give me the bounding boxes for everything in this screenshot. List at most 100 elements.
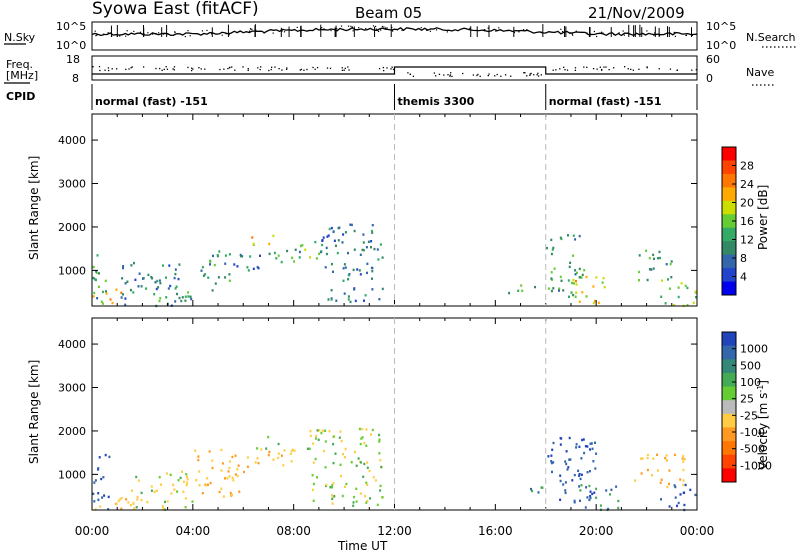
- range-cell: [682, 454, 685, 458]
- nsearch-point: [518, 31, 520, 33]
- nsearch-point: [391, 26, 393, 29]
- range-cell: [373, 247, 376, 251]
- range-cell: [228, 253, 231, 256]
- range-cell: [169, 284, 172, 288]
- range-cell: [159, 282, 162, 285]
- nave-point: [270, 68, 272, 71]
- range-cell: [335, 299, 338, 302]
- range-cell: [572, 254, 574, 257]
- nsearch-point: [141, 33, 143, 35]
- nave-point: [247, 68, 249, 70]
- range-cell: [328, 430, 331, 433]
- nsearch-point: [133, 30, 135, 33]
- range-cell: [316, 476, 318, 479]
- nsearch-point: [429, 30, 432, 32]
- range-cell: [95, 271, 98, 274]
- range-cell: [92, 295, 95, 298]
- range-cell: [378, 440, 381, 443]
- velocity-colorbar-label-main: Velocity [m s: [756, 393, 770, 470]
- nsearch-point: [319, 28, 322, 30]
- range-cell: [294, 248, 297, 251]
- nsearch-point: [484, 30, 486, 32]
- range-cell: [660, 478, 663, 481]
- range-cell: [363, 442, 366, 445]
- nsearch-point: [674, 35, 676, 37]
- range-cell: [334, 452, 337, 455]
- range-cell: [379, 459, 382, 462]
- range-cell: [586, 471, 589, 474]
- range-cell: [122, 266, 124, 270]
- range-cell: [173, 488, 176, 491]
- nave-point: [163, 68, 165, 71]
- nave-point: [658, 68, 660, 70]
- range-cell: [652, 457, 655, 460]
- range-cell: [318, 429, 321, 432]
- range-cell: [160, 483, 162, 486]
- nave-point: [268, 69, 270, 72]
- nave-point: [574, 69, 577, 71]
- nave-point: [173, 69, 175, 71]
- nave-point: [341, 69, 344, 71]
- range-cell: [200, 269, 203, 272]
- colorbar-swatch: [722, 413, 736, 428]
- range-cell: [350, 461, 353, 464]
- range-cell: [558, 287, 561, 290]
- range-cell: [363, 462, 366, 466]
- range-cell: [559, 479, 562, 483]
- range-cell: [165, 472, 168, 475]
- range-cell: [96, 254, 99, 257]
- range-cell: [186, 475, 188, 478]
- range-cell: [177, 479, 180, 482]
- cpid-label: CPID: [6, 90, 35, 103]
- nave-point: [599, 66, 601, 68]
- range-cell: [268, 252, 271, 256]
- range-cell: [209, 263, 211, 266]
- nave-point: [111, 68, 113, 70]
- nave-point: [392, 68, 395, 71]
- range-cell: [111, 301, 114, 305]
- range-cell: [216, 253, 219, 257]
- nsearch-point: [201, 30, 204, 32]
- x-tick-label: 00:00: [680, 524, 715, 538]
- nsearch-point: [484, 29, 486, 31]
- nsearch-point: [627, 32, 629, 34]
- nave-point: [476, 74, 478, 77]
- range-cell: [638, 279, 640, 282]
- range-cell: [372, 476, 375, 479]
- nsearch-point: [588, 35, 590, 37]
- range-cell: [670, 276, 673, 279]
- range-cell: [362, 475, 365, 478]
- range-cell: [361, 248, 364, 252]
- colorbar-swatch: [722, 427, 736, 442]
- range-cell: [574, 295, 577, 298]
- power-ylabel: Slant Range [km]: [27, 156, 41, 260]
- range-cell: [182, 480, 185, 483]
- range-cell: [593, 491, 596, 494]
- power-colorbar: 28 24 20 16 12 8 4: [721, 146, 754, 296]
- range-cell: [298, 250, 301, 254]
- range-cell: [330, 262, 333, 266]
- range-cell: [145, 287, 148, 290]
- nave-point: [242, 66, 244, 68]
- range-cell: [259, 254, 261, 257]
- range-cell: [660, 295, 663, 298]
- range-cell: [580, 457, 583, 460]
- range-cell: [575, 443, 578, 446]
- range-cell: [640, 457, 642, 460]
- nsearch-point: [499, 29, 502, 31]
- range-cell: [365, 444, 368, 447]
- nsearch-point: [323, 28, 325, 30]
- range-cell: [293, 260, 296, 263]
- range-cell: [286, 249, 289, 253]
- nave-point: [669, 68, 672, 70]
- x-tick-label: 16:00: [478, 524, 513, 538]
- range-cell: [178, 296, 181, 300]
- range-cell: [162, 507, 165, 510]
- range-cell: [369, 497, 371, 500]
- nave-point: [187, 66, 189, 69]
- range-cell: [331, 502, 334, 505]
- colorbar-swatch: [722, 281, 736, 296]
- range-cell: [155, 489, 158, 492]
- range-cell: [93, 291, 96, 295]
- range-cell: [282, 464, 285, 467]
